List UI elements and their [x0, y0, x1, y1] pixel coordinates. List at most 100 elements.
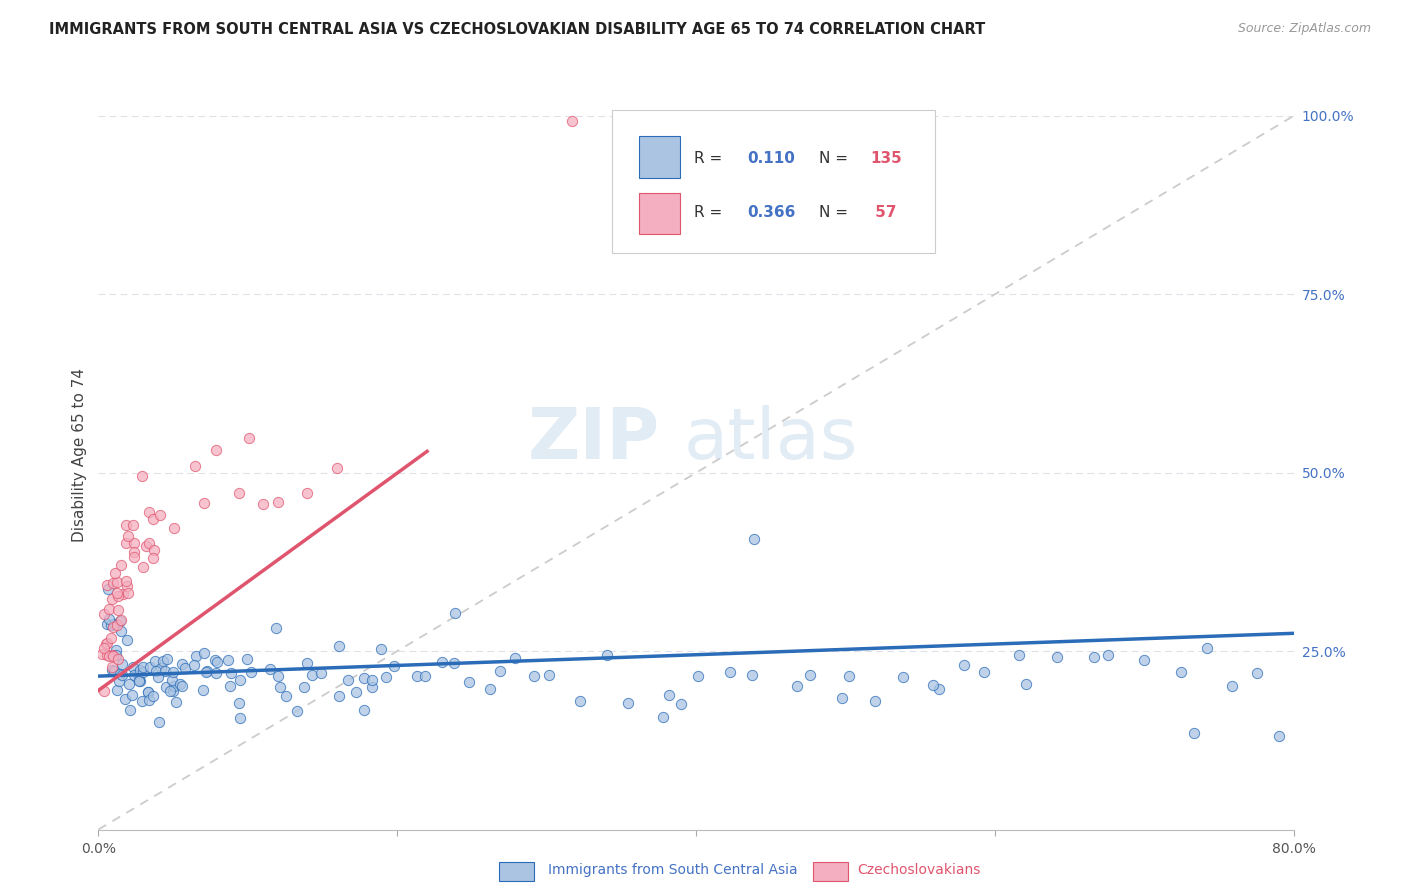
Point: [1083, 649, 1105, 664]
Point: [110, 558, 132, 572]
Text: R =: R =: [693, 205, 727, 220]
Point: [205, 666, 228, 681]
Point: [311, 666, 333, 681]
Point: [125, 665, 148, 680]
Point: [163, 521, 186, 535]
Point: [96, 636, 118, 650]
Point: [120, 703, 142, 717]
Point: [596, 648, 619, 662]
Point: [138, 692, 160, 706]
Point: [118, 677, 141, 691]
FancyBboxPatch shape: [638, 193, 681, 234]
Point: [115, 517, 138, 532]
Point: [105, 642, 128, 657]
Point: [413, 669, 436, 683]
Point: [117, 528, 139, 542]
FancyBboxPatch shape: [613, 111, 935, 252]
Point: [194, 665, 217, 680]
Point: [219, 665, 242, 680]
Point: [205, 655, 228, 669]
Point: [922, 678, 945, 692]
Point: [101, 620, 124, 634]
Point: [238, 431, 260, 445]
Point: [688, 669, 710, 683]
Point: [786, 679, 808, 693]
Point: [108, 666, 131, 681]
Text: N =: N =: [820, 205, 853, 220]
Point: [375, 670, 398, 684]
Point: [121, 688, 143, 702]
Point: [131, 469, 153, 483]
Point: [444, 606, 467, 620]
Point: [98, 612, 121, 626]
Point: [100, 632, 122, 646]
Point: [98, 602, 121, 616]
Point: [370, 641, 392, 656]
Point: [651, 710, 673, 724]
Point: [217, 653, 239, 667]
Point: [128, 673, 150, 688]
Point: [162, 665, 184, 679]
Point: [97, 582, 120, 597]
Point: [105, 648, 128, 662]
Point: [865, 694, 887, 708]
Text: 0.110: 0.110: [748, 152, 796, 167]
Point: [228, 673, 250, 687]
Point: [143, 654, 166, 668]
Point: [108, 674, 131, 689]
Point: [101, 660, 124, 674]
Point: [142, 689, 165, 703]
Text: N =: N =: [820, 152, 853, 167]
Point: [718, 665, 741, 679]
Point: [658, 689, 681, 703]
Point: [741, 668, 763, 682]
Point: [105, 585, 128, 599]
Point: [569, 694, 592, 708]
Point: [101, 576, 124, 591]
Point: [742, 532, 765, 546]
Point: [115, 632, 138, 647]
Point: [132, 665, 155, 680]
Point: [136, 685, 159, 699]
Point: [285, 704, 308, 718]
Point: [110, 615, 132, 629]
Point: [96, 617, 118, 632]
Point: [1267, 729, 1289, 743]
Point: [195, 664, 218, 678]
Point: [148, 715, 170, 730]
Point: [107, 652, 129, 666]
Point: [107, 603, 129, 617]
Point: [537, 668, 560, 682]
Point: [115, 536, 138, 550]
Text: atlas: atlas: [685, 406, 859, 475]
Point: [156, 652, 179, 666]
Point: [138, 505, 160, 519]
Point: [183, 657, 205, 672]
Point: [325, 460, 347, 475]
Point: [891, 670, 914, 684]
Point: [142, 543, 165, 558]
Text: ZIP: ZIP: [527, 406, 661, 475]
Point: [122, 518, 145, 533]
Point: [110, 614, 132, 628]
Point: [799, 667, 821, 681]
Point: [831, 690, 853, 705]
Point: [292, 680, 315, 694]
Point: [145, 665, 167, 679]
Point: [114, 574, 136, 589]
Point: [430, 655, 453, 669]
Point: [111, 587, 134, 601]
Point: [259, 662, 281, 676]
Point: [162, 673, 184, 687]
Point: [93, 684, 115, 698]
Point: [115, 579, 138, 593]
Point: [458, 675, 481, 690]
Point: [131, 693, 153, 707]
Point: [142, 512, 165, 526]
Point: [110, 624, 132, 638]
Point: [105, 574, 128, 589]
Point: [1045, 649, 1067, 664]
Point: [174, 661, 197, 675]
Point: [165, 695, 187, 709]
Point: [193, 496, 215, 510]
